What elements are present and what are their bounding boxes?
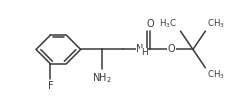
Text: F: F [47,81,53,91]
Text: O: O [146,19,153,29]
Text: O: O [167,44,175,54]
Text: NH$_2$: NH$_2$ [92,71,112,85]
Text: CH$_3$: CH$_3$ [206,18,224,30]
Text: H$_3$C: H$_3$C [159,18,177,30]
Text: CH$_3$: CH$_3$ [206,69,224,81]
Text: N: N [136,44,143,54]
Text: H: H [140,48,147,57]
